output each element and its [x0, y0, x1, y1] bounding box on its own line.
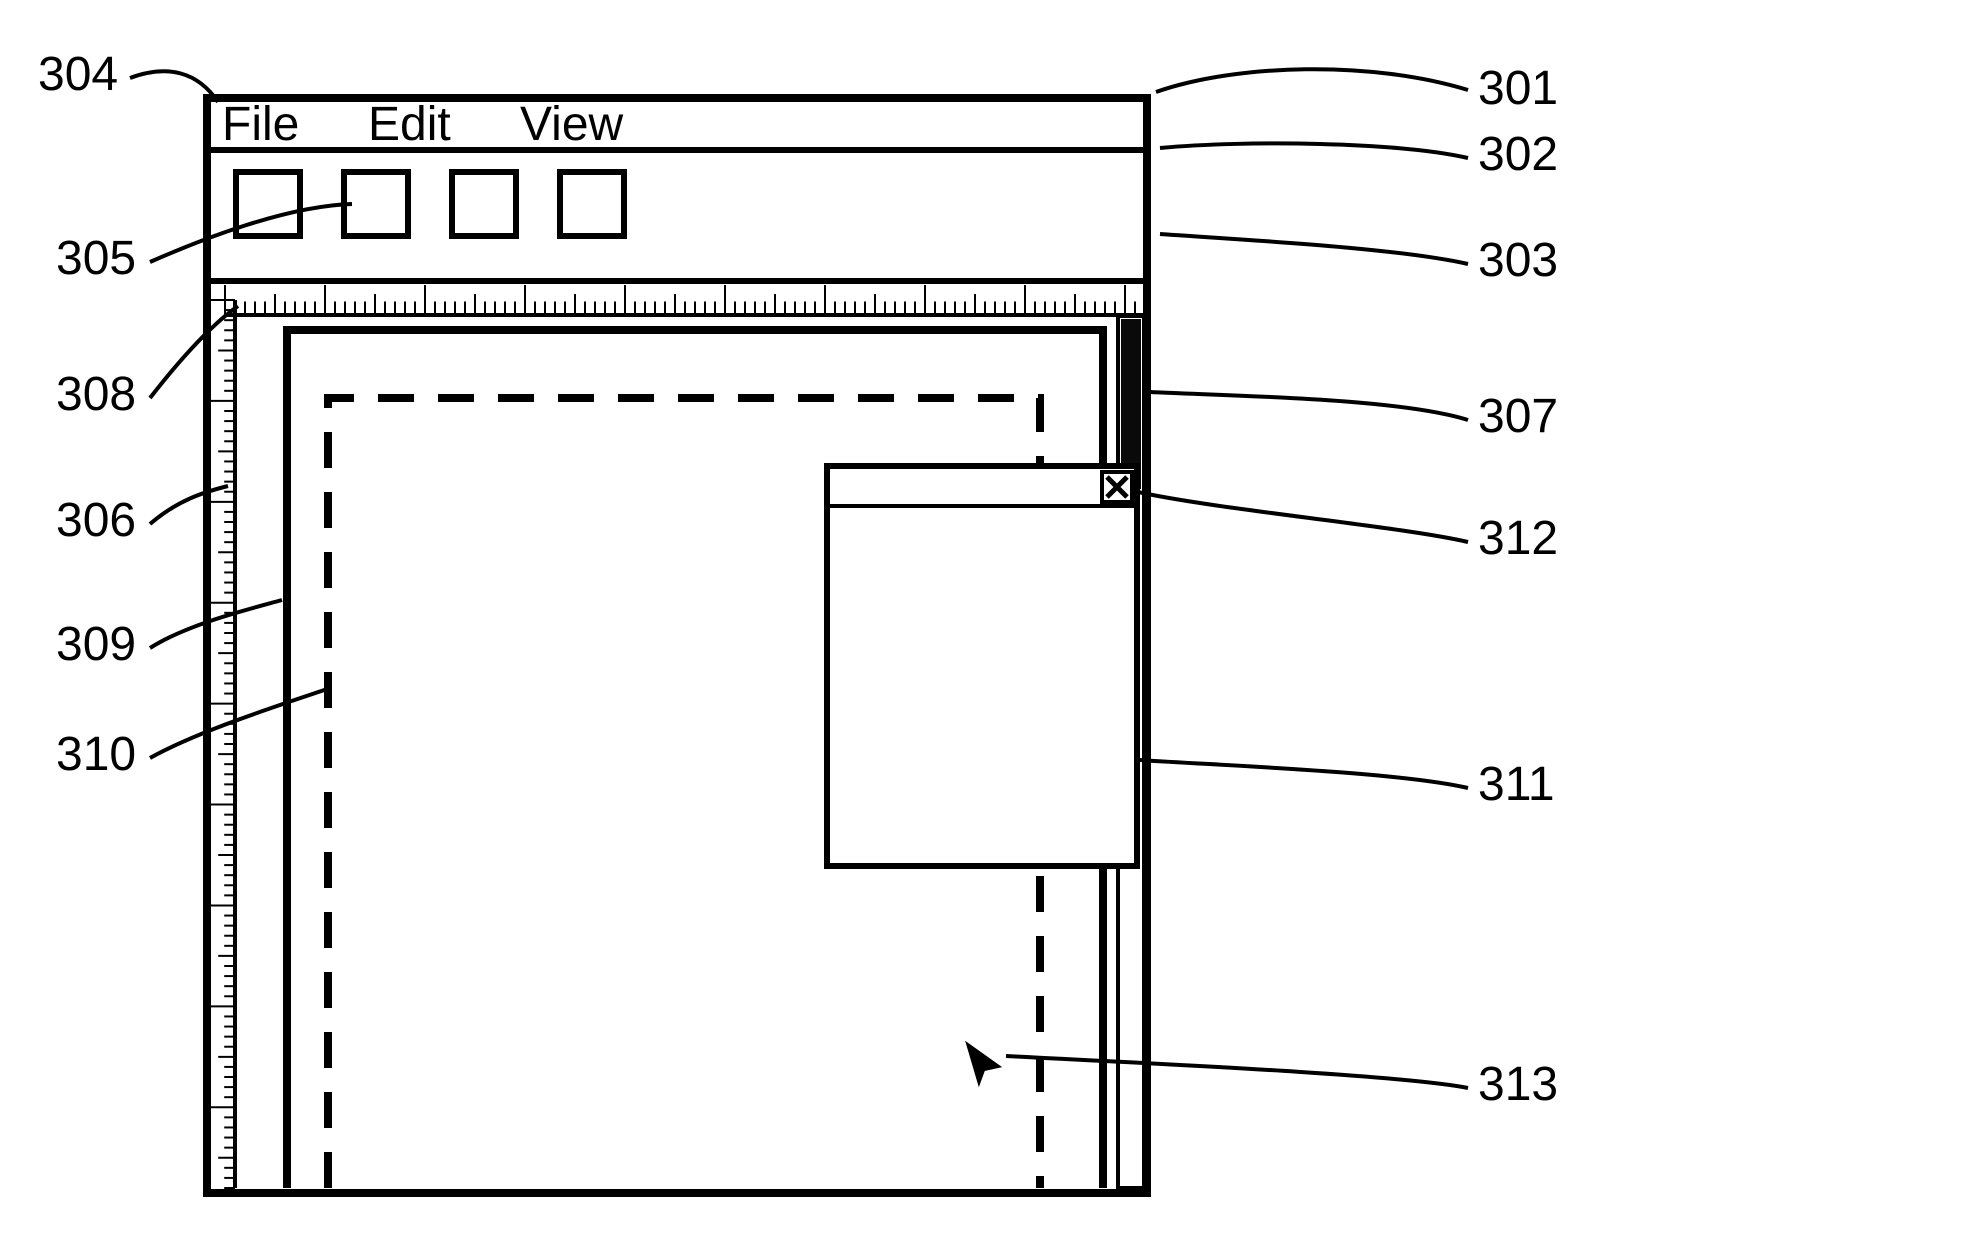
callout-label-310: 310 — [56, 728, 136, 781]
callout-leader-309 — [150, 600, 282, 648]
toolbar-button-4[interactable] — [560, 172, 624, 236]
cursor-arrow-icon — [966, 1042, 1001, 1086]
callout-label-309: 309 — [56, 618, 136, 671]
callout-leader-313 — [1006, 1056, 1468, 1088]
callout-label-313: 313 — [1478, 1058, 1558, 1111]
callout-label-305: 305 — [56, 232, 136, 285]
callout-label-312: 312 — [1478, 512, 1558, 565]
patent-ui-diagram: File Edit View 301 302 303 304 305 306 307 308 309 3… — [0, 0, 1969, 1255]
callout-leader-303 — [1160, 234, 1468, 264]
toolbar-button-3[interactable] — [452, 172, 516, 236]
callout-leader-301 — [1156, 69, 1468, 92]
callout-label-301: 301 — [1478, 62, 1558, 115]
callout-label-302: 302 — [1478, 128, 1558, 181]
callout-leader-312 — [1138, 492, 1468, 542]
callout-leader-307 — [1150, 392, 1468, 420]
ruler-vertical — [211, 300, 235, 1188]
menu-item-edit[interactable]: Edit — [368, 98, 451, 151]
callout-leader-302 — [1160, 143, 1468, 158]
menu-item-file[interactable]: File — [222, 98, 299, 151]
callout-label-308: 308 — [56, 368, 136, 421]
callout-label-307: 307 — [1478, 390, 1558, 443]
callout-label-303: 303 — [1478, 234, 1558, 287]
floating-panel[interactable] — [827, 466, 1137, 866]
ruler-horizontal — [225, 285, 1145, 315]
callout-label-306: 306 — [56, 494, 136, 547]
callout-leader-306 — [150, 486, 228, 524]
menu-item-view[interactable]: View — [520, 98, 624, 151]
callout-label-311: 311 — [1478, 758, 1555, 811]
callout-leader-310 — [150, 688, 330, 758]
callout-label-304: 304 — [38, 48, 118, 101]
callout-leader-311 — [1140, 760, 1468, 788]
toolbar-button-2[interactable] — [344, 172, 408, 236]
